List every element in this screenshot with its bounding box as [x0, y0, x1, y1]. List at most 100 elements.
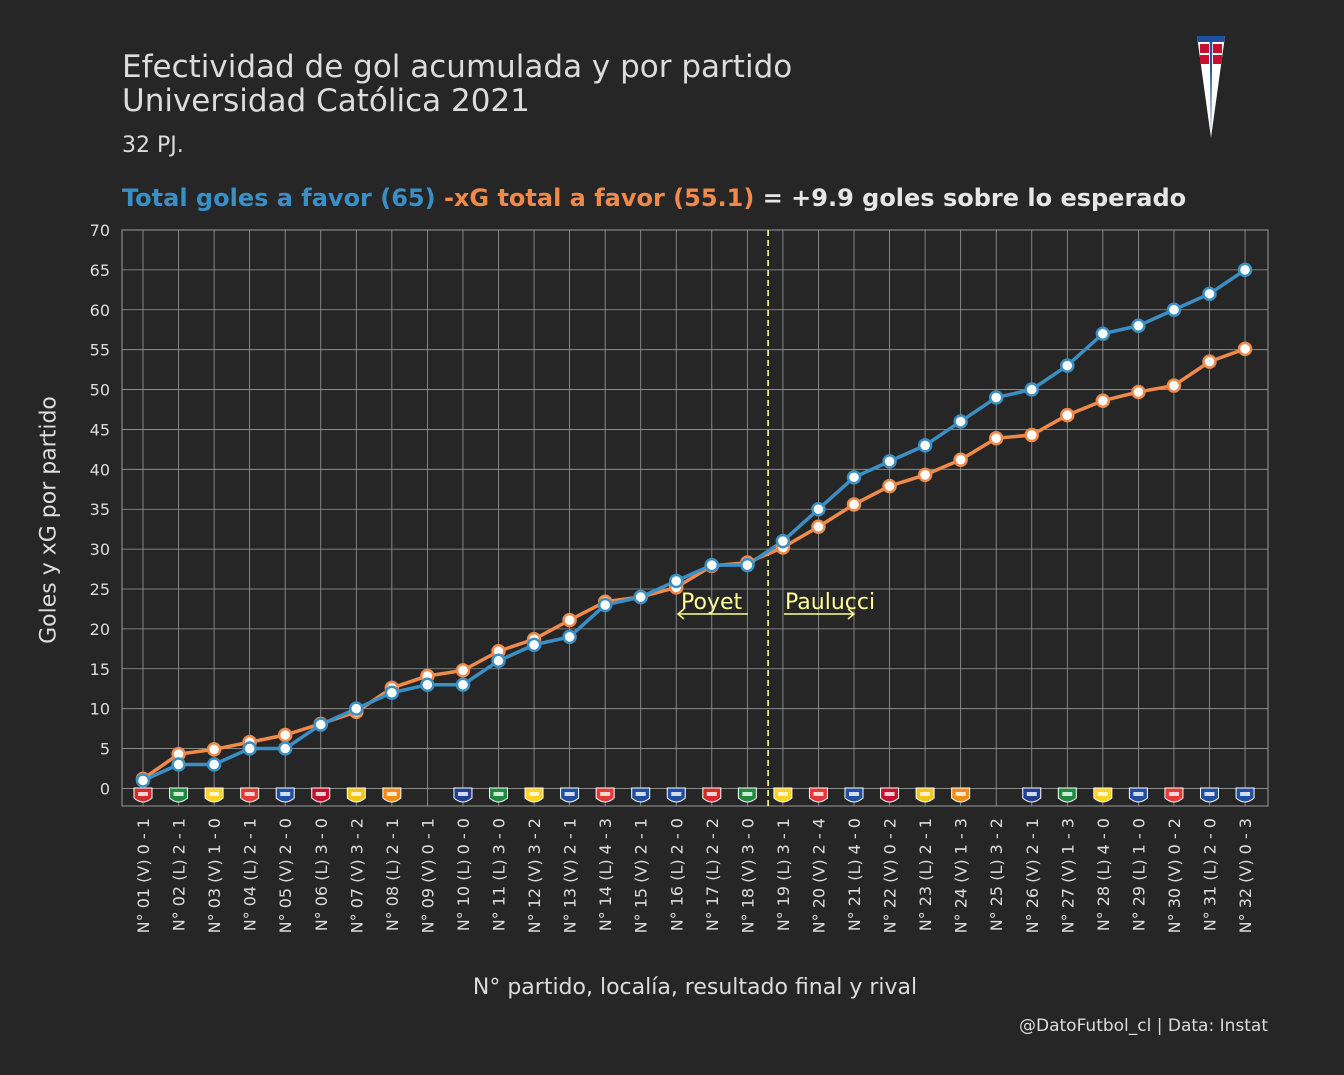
x-tick-label: N° 17 (L) 2 - 2: [703, 818, 722, 931]
x-tick-label: N° 29 (L) 1 - 0: [1129, 818, 1148, 931]
rival-crest-icon: [666, 787, 686, 803]
rival-crest-icon: [1235, 787, 1255, 803]
xg-point: [846, 497, 862, 512]
plot-panel: [121, 229, 1269, 807]
chart-title-line2: Universidad Católica 2021: [122, 83, 530, 119]
y-axis-label: Goles y xG por partido: [36, 396, 62, 644]
goals-point: [633, 589, 648, 605]
crest-band: [849, 792, 859, 796]
crest-band: [457, 792, 468, 796]
goals-point: [1095, 326, 1111, 341]
crest-band: [1026, 792, 1037, 796]
goals-point: [1166, 302, 1182, 318]
rival-crest-icon: [346, 787, 366, 803]
goals-point: [491, 653, 506, 669]
arrowhead-paulucci: [847, 608, 856, 620]
goals-point: [1131, 318, 1146, 333]
crest-band: [209, 792, 220, 796]
arrowhead-poyet: [676, 608, 685, 620]
headline-goals: Total goles a favor (65): [122, 184, 436, 212]
x-tick-label: N° 20 (V) 2 - 4: [809, 818, 828, 933]
goals-point: [988, 390, 1004, 405]
x-tick-label: N° 05 (V) 2 - 0: [276, 818, 295, 933]
goals-point: [1237, 262, 1253, 278]
goals-point: [242, 741, 257, 756]
goals-point: [882, 454, 897, 469]
y-tick-label: 20: [90, 620, 110, 639]
x-tick-label: N° 23 (L) 2 - 1: [916, 818, 935, 931]
x-tick-label: N° 21 (L) 4 - 0: [845, 818, 864, 931]
y-tick-label: 10: [90, 700, 110, 719]
rival-crest-icon: [1022, 787, 1042, 803]
x-tick-label: N° 01 (V) 0 - 1: [134, 818, 153, 933]
y-tick-label: 30: [90, 540, 110, 559]
x-tick-label: N° 31 (L) 2 - 0: [1201, 818, 1220, 931]
rival-crest-icon: [275, 787, 295, 803]
crest-band: [600, 792, 611, 796]
goals-point: [704, 557, 720, 573]
rival-crest-icon: [915, 787, 935, 803]
x-tick-label: N° 11 (L) 3 - 0: [490, 818, 509, 931]
y-tick-label: 55: [90, 341, 110, 360]
xg-point: [1095, 393, 1111, 408]
crest-band: [1097, 792, 1108, 796]
xg-line: [142, 347, 1246, 781]
goals-point: [597, 597, 613, 613]
rival-crest-icon: [595, 787, 615, 803]
x-tick-label: N° 25 (L) 3 - 2: [987, 818, 1006, 931]
goals-point: [455, 677, 471, 692]
xg-point: [1060, 407, 1075, 423]
rival-crest-icon: [844, 787, 864, 803]
headline-xg: -xG total a favor (55.1): [443, 184, 755, 212]
rival-crest-icon: [773, 787, 793, 803]
crest-band: [280, 792, 291, 796]
goals-point: [775, 533, 791, 549]
xg-point: [811, 519, 826, 535]
x-tick-label: N° 18 (V) 3 - 0: [738, 818, 757, 933]
x-tick-label: N° 12 (V) 3 - 2: [525, 818, 544, 933]
y-tick-label: 65: [90, 261, 110, 280]
crest-band: [138, 792, 148, 796]
xg-point: [1202, 354, 1217, 369]
x-tick-label: N° 27 (V) 1 - 3: [1058, 818, 1077, 933]
x-tick-label: N° 16 (L) 2 - 0: [667, 818, 686, 931]
y-tick-label: 5: [100, 740, 110, 759]
rival-crest-icon: [702, 787, 722, 803]
x-tick-label: N° 10 (L) 0 - 0: [454, 818, 473, 931]
crest-band: [742, 792, 753, 796]
x-tick-label: N° 08 (L) 2 - 1: [383, 818, 402, 931]
crest-band: [920, 792, 931, 796]
goals-point: [669, 573, 684, 589]
crest-band: [884, 792, 895, 796]
rival-crest-icon: [1200, 787, 1219, 803]
goals-point: [277, 741, 293, 756]
rival-crest-icon: [1093, 787, 1113, 803]
source-caption: @DatoFutbol_cl | Data: Instat: [1019, 1016, 1268, 1036]
crest-band: [529, 792, 540, 796]
xg-point: [1131, 384, 1146, 400]
rival-crest-icon: [880, 787, 900, 803]
y-tick-label: 60: [90, 301, 110, 320]
crest-band: [1204, 792, 1215, 796]
club-crest-icon: [1197, 36, 1225, 138]
y-tick-label: 0: [100, 779, 110, 798]
goals-line: [142, 268, 1247, 783]
x-tick-label: N° 02 (L) 2 - 1: [170, 818, 189, 931]
rival-crest-icon: [169, 787, 189, 803]
crest-band: [1168, 792, 1179, 796]
goals-point: [740, 557, 755, 573]
crest-band: [493, 792, 504, 796]
goals-point: [1060, 358, 1075, 373]
rival-crest-icon: [382, 787, 402, 803]
chart-title-line1: Efectividad de gol acumulada y por parti…: [122, 49, 793, 85]
crest-band: [635, 792, 646, 796]
rival-crest-icon: [1128, 787, 1148, 803]
y-tick-label: 25: [90, 580, 110, 599]
crest-band: [706, 792, 717, 796]
goals-point: [562, 629, 577, 645]
crest-band: [777, 792, 788, 796]
x-tick-label: N° 03 (V) 1 - 0: [205, 818, 224, 933]
x-tick-label: N° 19 (L) 3 - 1: [774, 818, 793, 931]
x-tick-label: N° 09 (V) 0 - 1: [418, 818, 437, 933]
